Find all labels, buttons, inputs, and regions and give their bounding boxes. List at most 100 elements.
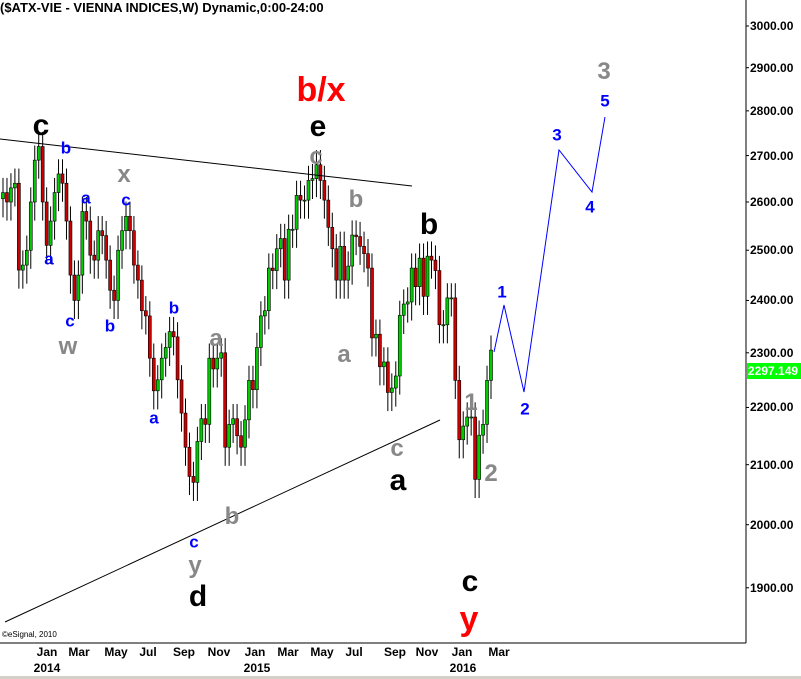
candle: [239, 421, 243, 466]
candle-body: [25, 249, 29, 266]
candle-body: [159, 357, 164, 381]
wave-label: y: [188, 552, 202, 579]
candle: [334, 234, 339, 299]
x-tick-label: Jan: [244, 645, 266, 659]
wave-label: c: [121, 190, 131, 210]
candle: [76, 260, 81, 320]
projection-label: 4: [585, 197, 595, 217]
wave-label: y: [459, 600, 479, 638]
candle-body: [136, 264, 140, 281]
candle-body: [128, 215, 132, 232]
candle: [485, 365, 489, 443]
candle-body: [489, 349, 493, 381]
candle: [17, 168, 21, 289]
x-year-label: 2016: [449, 661, 477, 675]
candle: [68, 206, 73, 294]
candle: [13, 168, 17, 207]
candle: [354, 220, 358, 256]
candle: [219, 338, 224, 377]
candle: [144, 296, 148, 335]
candle: [263, 296, 267, 335]
wave-label: a: [149, 408, 159, 428]
x-tick-label: Nov: [415, 645, 439, 659]
candle-body: [386, 361, 390, 393]
wave-label: a: [209, 325, 223, 352]
candle: [179, 365, 184, 432]
wave-label: b: [60, 138, 72, 158]
candle-body: [457, 380, 462, 441]
projection-label: 1: [497, 282, 507, 302]
candle: [270, 253, 275, 290]
projection-label: 2: [520, 399, 530, 419]
candle: [159, 343, 164, 399]
wave-label: x: [117, 161, 131, 188]
candle: [40, 131, 45, 221]
candle-body: [21, 264, 25, 271]
candle: [28, 187, 33, 269]
projection-label: 5: [600, 91, 610, 111]
wave-label: c: [461, 565, 479, 598]
candle: [88, 206, 93, 274]
candle-body: [338, 246, 343, 281]
candle: [215, 343, 220, 388]
candle: [374, 319, 378, 357]
candle-body: [140, 279, 144, 312]
candle-body: [346, 265, 350, 281]
candle: [386, 347, 390, 412]
candle: [60, 159, 65, 202]
candle-body: [32, 159, 37, 203]
wave-label: b/x: [296, 71, 346, 109]
candle-body: [326, 199, 331, 228]
candle: [155, 365, 160, 410]
candle-body: [191, 476, 196, 483]
candle: [477, 420, 481, 499]
candle-body: [187, 446, 192, 477]
candle: [191, 461, 196, 501]
candle-body: [235, 418, 239, 437]
candle-body: [179, 379, 184, 414]
x-tick-label: May: [104, 645, 128, 659]
x-tick-label: Sep: [172, 645, 196, 659]
candle-body: [286, 228, 291, 281]
candle: [397, 300, 402, 395]
candle-body: [358, 236, 362, 247]
candle-body: [310, 178, 315, 181]
candle-body: [421, 257, 426, 297]
candle-body: [247, 380, 251, 421]
candle-body: [362, 246, 366, 254]
candle: [302, 185, 307, 219]
candle: [390, 373, 394, 412]
y-tick-label: 2000.00: [750, 517, 794, 532]
candle: [465, 402, 469, 445]
candle: [445, 283, 450, 344]
candle: [489, 335, 493, 399]
candle-body: [298, 195, 303, 201]
candle-body: [465, 416, 469, 427]
candle: [342, 231, 347, 299]
y-tick-label: 3000.00: [750, 19, 794, 33]
wave-label: 2: [484, 460, 498, 487]
candle: [132, 216, 136, 284]
candle: [207, 343, 212, 443]
candle: [112, 275, 116, 320]
candle: [163, 332, 168, 377]
candle-body: [270, 267, 275, 271]
candle-body: [342, 246, 347, 281]
candle: [310, 163, 315, 200]
candle: [167, 316, 172, 367]
candle-body: [350, 234, 354, 267]
candle-body: [453, 297, 458, 381]
candle-body: [76, 274, 81, 301]
candle: [21, 250, 25, 289]
candle-body: [461, 425, 466, 441]
candle-body: [473, 416, 477, 480]
candle-body: [207, 357, 212, 425]
candle: [318, 150, 323, 200]
candle-body: [195, 441, 200, 483]
candle: [417, 243, 422, 306]
candle-body: [393, 375, 398, 389]
x-tick-label: Jul: [139, 645, 157, 659]
wave-label: c: [32, 109, 50, 142]
candle: [338, 231, 343, 299]
candle: [84, 196, 89, 240]
